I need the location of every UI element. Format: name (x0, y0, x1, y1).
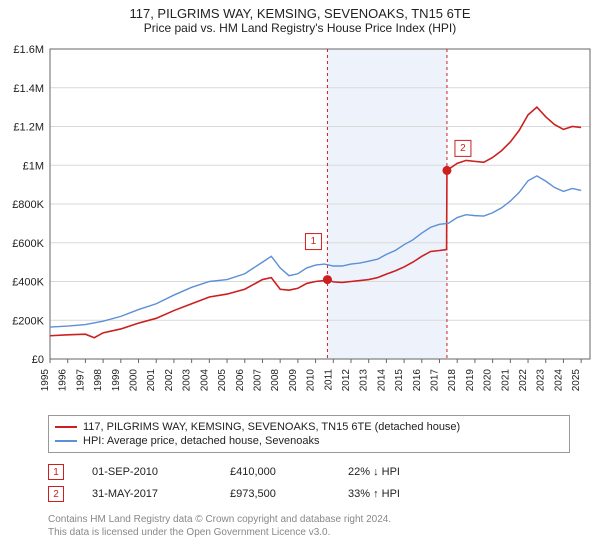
chart-subtitle: Price paid vs. HM Land Registry's House … (0, 21, 600, 39)
transaction-date: 31-MAY-2017 (92, 488, 202, 500)
svg-text:2022: 2022 (518, 369, 529, 392)
transaction-date: 01-SEP-2010 (92, 466, 202, 478)
svg-text:2006: 2006 (235, 369, 246, 392)
svg-text:£400K: £400K (12, 277, 44, 289)
transaction-price: £410,000 (230, 466, 320, 478)
page-root: 117, PILGRIMS WAY, KEMSING, SEVENOAKS, T… (0, 0, 600, 539)
legend-label: 117, PILGRIMS WAY, KEMSING, SEVENOAKS, T… (83, 421, 460, 433)
transaction-marker: 1 (48, 464, 64, 480)
transaction-table: 1 01-SEP-2010 £410,000 22% ↓ HPI 2 31-MAY-201… (48, 461, 570, 505)
svg-text:2009: 2009 (288, 369, 299, 392)
attribution-line: Contains HM Land Registry data © Crown c… (48, 513, 570, 526)
svg-text:1999: 1999 (111, 369, 122, 392)
svg-text:£200K: £200K (12, 315, 44, 327)
svg-text:£1.4M: £1.4M (13, 83, 44, 95)
svg-text:£1M: £1M (23, 160, 44, 172)
svg-text:2015: 2015 (394, 369, 405, 392)
svg-text:2001: 2001 (146, 369, 157, 392)
svg-text:2: 2 (460, 143, 466, 154)
svg-text:2023: 2023 (536, 369, 547, 392)
svg-text:£800K: £800K (12, 199, 44, 211)
legend-swatch (55, 426, 77, 428)
svg-text:2003: 2003 (182, 369, 193, 392)
legend-swatch (55, 440, 77, 442)
attribution-line: This data is licensed under the Open Gov… (48, 526, 570, 539)
legend-row: 117, PILGRIMS WAY, KEMSING, SEVENOAKS, T… (55, 420, 563, 434)
svg-text:2013: 2013 (359, 369, 370, 392)
svg-text:2002: 2002 (164, 369, 175, 392)
svg-text:2011: 2011 (323, 369, 334, 391)
svg-text:2012: 2012 (341, 369, 352, 392)
svg-text:£600K: £600K (12, 238, 44, 250)
legend-row: HPI: Average price, detached house, Seve… (55, 434, 563, 448)
svg-text:2019: 2019 (465, 369, 476, 392)
svg-text:2004: 2004 (199, 369, 210, 392)
transaction-price: £973,500 (230, 488, 320, 500)
svg-text:2025: 2025 (571, 369, 582, 392)
svg-text:2005: 2005 (217, 369, 228, 392)
svg-text:2008: 2008 (270, 369, 281, 392)
chart-title: 117, PILGRIMS WAY, KEMSING, SEVENOAKS, T… (0, 0, 600, 21)
svg-text:£0: £0 (32, 354, 44, 366)
transaction-row: 2 31-MAY-2017 £973,500 33% ↑ HPI (48, 483, 570, 505)
transaction-delta: 33% ↑ HPI (348, 488, 400, 500)
svg-text:1995: 1995 (40, 369, 51, 392)
svg-text:1996: 1996 (58, 369, 69, 392)
svg-text:2016: 2016 (412, 369, 423, 392)
svg-text:2010: 2010 (306, 369, 317, 392)
legend-label: HPI: Average price, detached house, Seve… (83, 435, 319, 447)
line-chart: £0 £200K £400K £600K £800K £1M £1.2M £1.4M £1.6M… (0, 39, 600, 409)
svg-text:2014: 2014 (376, 369, 387, 392)
svg-text:1: 1 (311, 236, 317, 247)
legend: 117, PILGRIMS WAY, KEMSING, SEVENOAKS, T… (48, 415, 570, 453)
svg-text:2007: 2007 (252, 369, 263, 392)
svg-text:1998: 1998 (93, 369, 104, 392)
transaction-row: 1 01-SEP-2010 £410,000 22% ↓ HPI (48, 461, 570, 483)
svg-text:£1.6M: £1.6M (13, 44, 44, 56)
svg-text:2021: 2021 (500, 369, 511, 392)
svg-text:1997: 1997 (75, 369, 86, 392)
svg-text:2024: 2024 (553, 369, 564, 392)
svg-text:2020: 2020 (483, 369, 494, 392)
svg-text:2000: 2000 (129, 369, 140, 392)
svg-text:£1.2M: £1.2M (13, 122, 44, 134)
attribution-text: Contains HM Land Registry data © Crown c… (48, 513, 570, 539)
svg-text:2018: 2018 (447, 369, 458, 392)
transaction-marker: 2 (48, 486, 64, 502)
svg-text:2017: 2017 (430, 369, 441, 392)
chart-area: £0 £200K £400K £600K £800K £1M £1.2M £1.4M £1.6M… (0, 39, 600, 409)
transaction-delta: 22% ↓ HPI (348, 466, 400, 478)
